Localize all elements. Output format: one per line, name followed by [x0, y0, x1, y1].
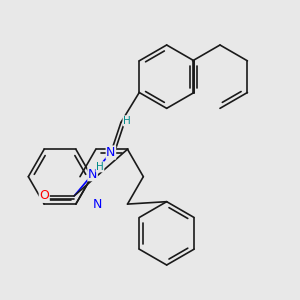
Text: N: N: [88, 168, 97, 181]
Text: H: H: [96, 162, 104, 172]
Text: N: N: [93, 198, 102, 211]
Text: O: O: [39, 189, 49, 202]
Text: N: N: [106, 146, 116, 159]
Text: H: H: [123, 116, 131, 126]
